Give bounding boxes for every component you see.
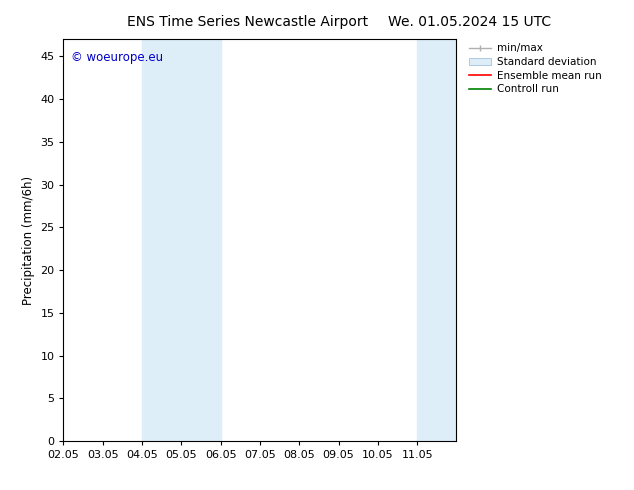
- Text: ENS Time Series Newcastle Airport: ENS Time Series Newcastle Airport: [127, 15, 368, 29]
- Bar: [181, 39, 221, 441]
- Bar: [417, 39, 437, 441]
- Bar: [142, 39, 181, 441]
- Bar: [437, 39, 456, 441]
- Y-axis label: Precipitation (mm/6h): Precipitation (mm/6h): [22, 175, 35, 305]
- Text: We. 01.05.2024 15 UTC: We. 01.05.2024 15 UTC: [387, 15, 551, 29]
- Text: © woeurope.eu: © woeurope.eu: [71, 51, 164, 64]
- Legend: min/max, Standard deviation, Ensemble mean run, Controll run: min/max, Standard deviation, Ensemble me…: [464, 39, 605, 98]
